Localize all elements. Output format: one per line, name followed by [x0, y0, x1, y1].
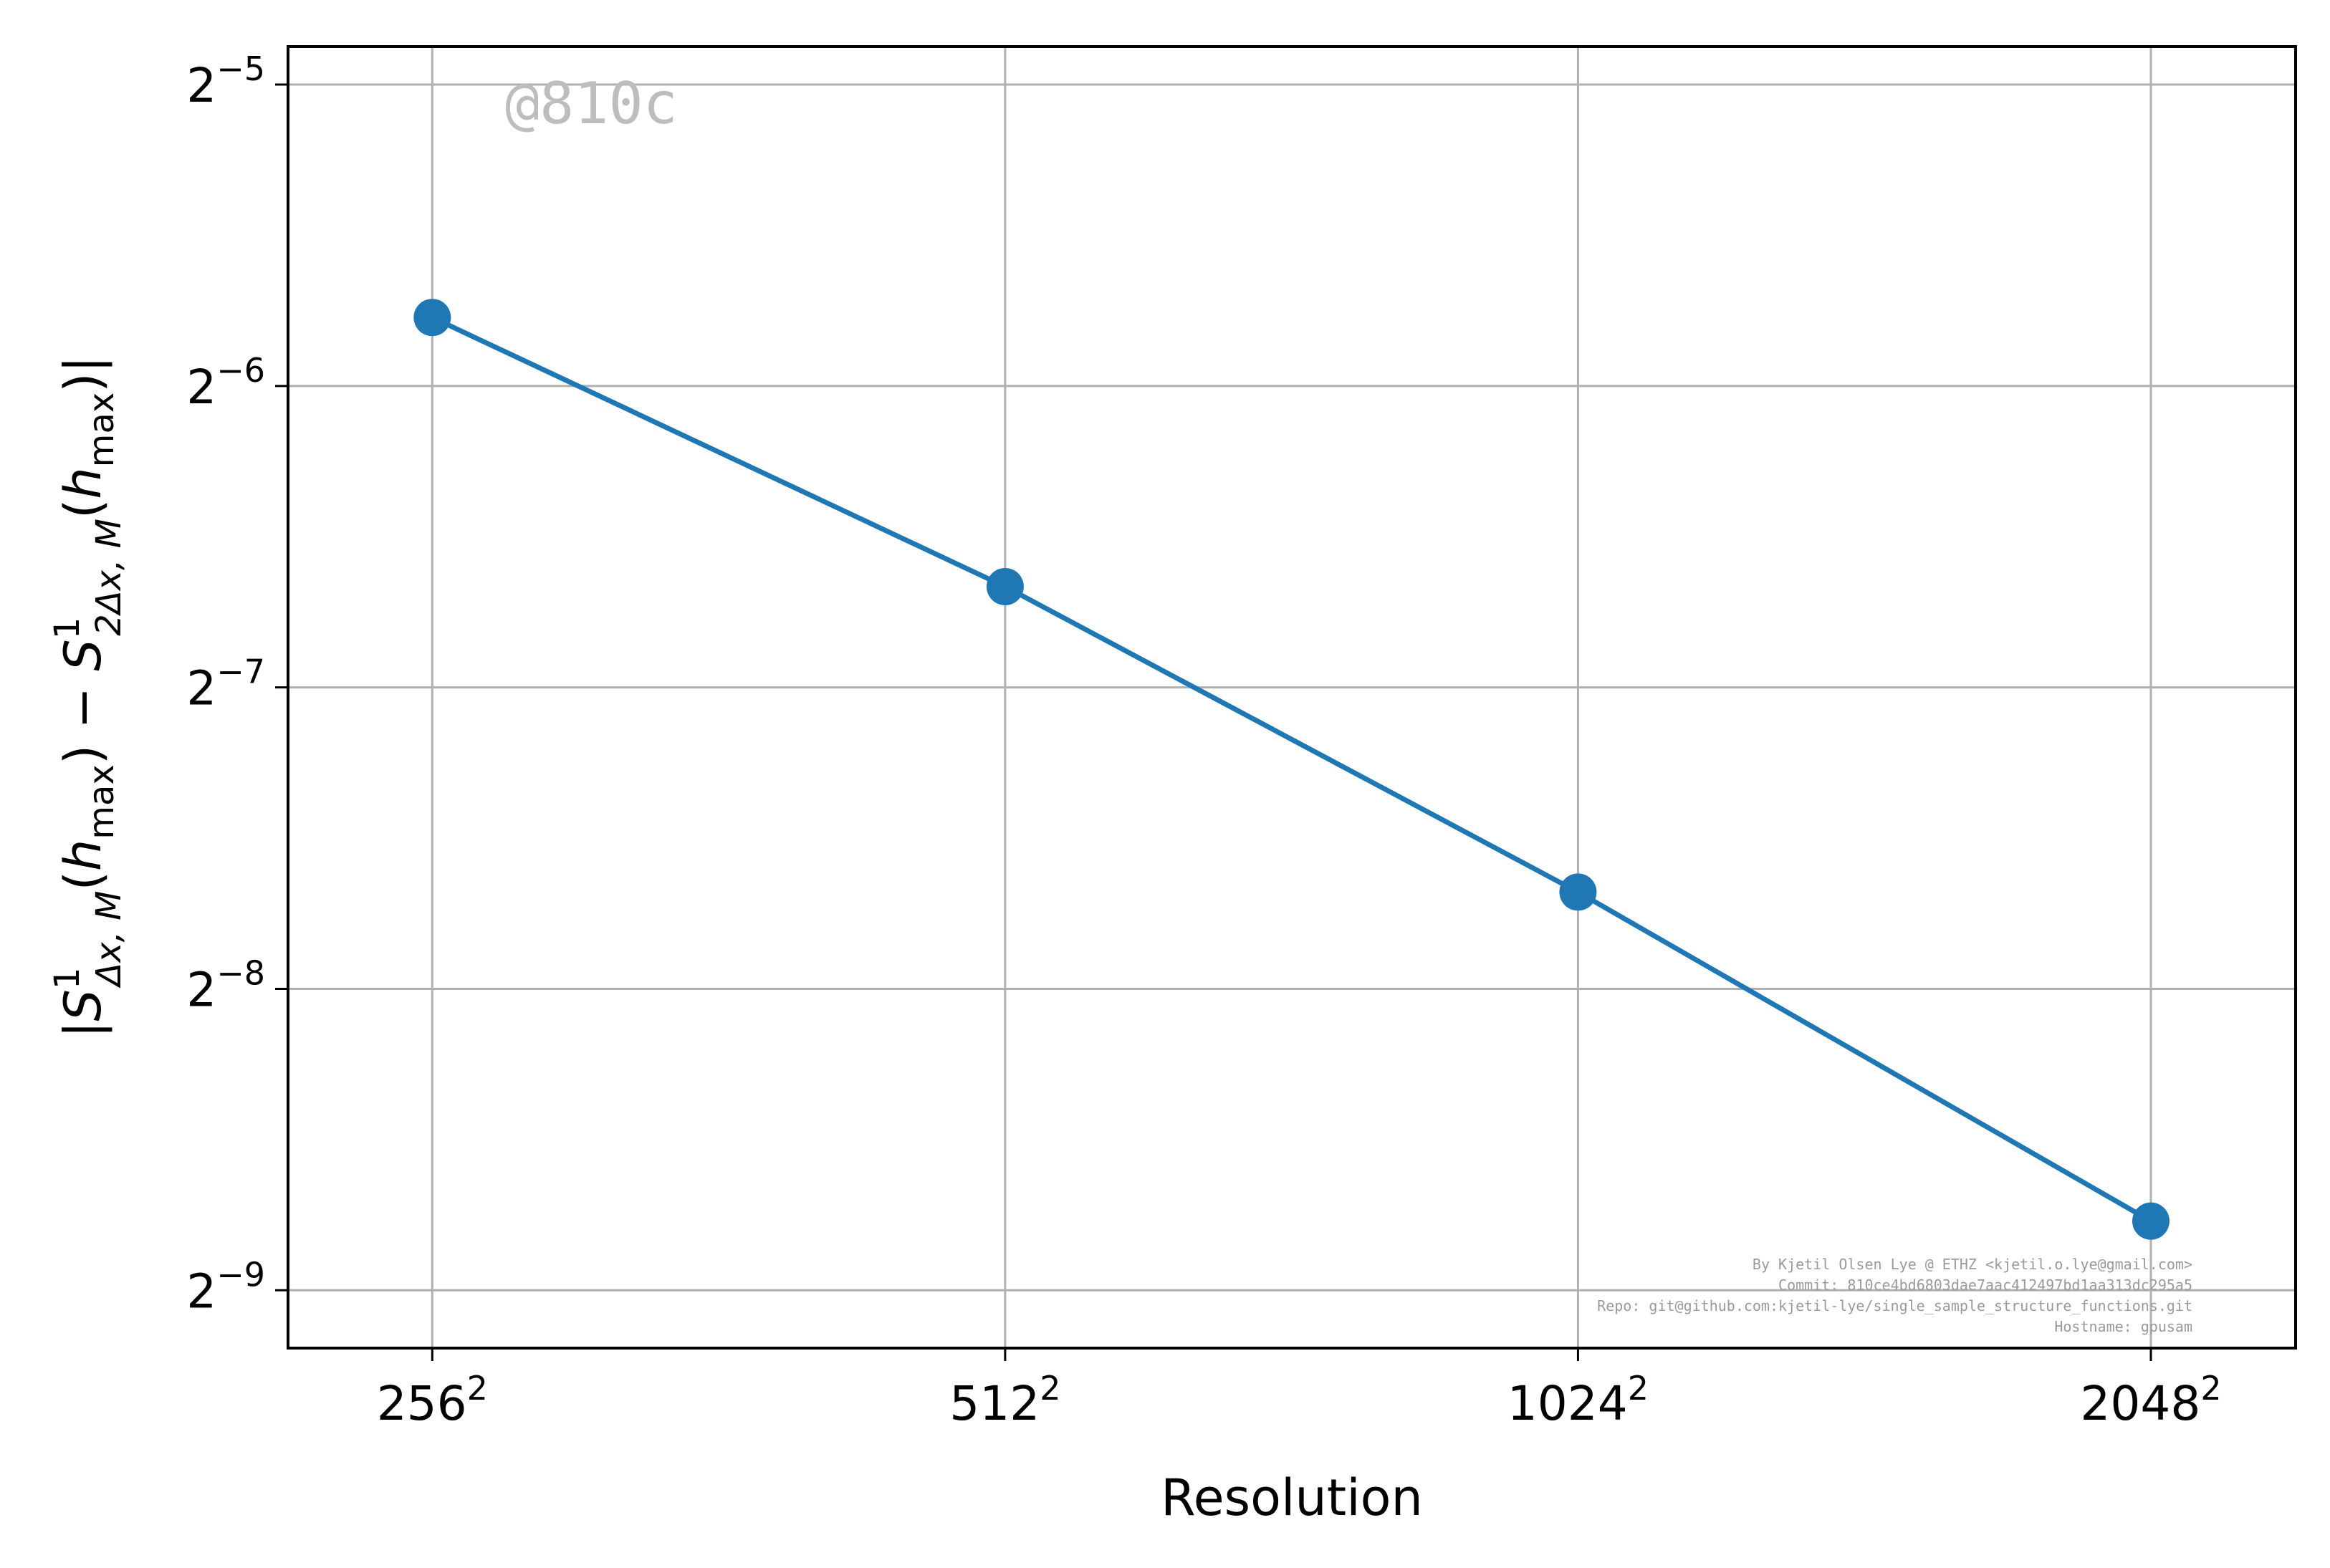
tick-layer: 2562 5122 10242 20482 2−5 2−6 2−7 2−8 2−9 [186, 49, 2221, 1431]
series-layer [413, 299, 2170, 1240]
y-tick-label: 2−7 [186, 653, 265, 716]
data-point [413, 299, 451, 337]
series-line [429, 314, 2154, 1224]
data-point [2132, 1202, 2170, 1240]
y-tick-label: 2−5 [186, 49, 265, 113]
footer-line: By Kjetil Olsen Lye @ ETHZ <kjetil.o.lye… [1753, 1256, 2192, 1273]
x-tick-label: 5122 [949, 1369, 1060, 1431]
footer-line: Commit: 810ce4bd6803dae7aac412497bd1aa31… [1778, 1276, 2192, 1294]
footer-line: Hostname: gpusam [2054, 1318, 2192, 1335]
y-axis-label: |S1Δx, M(hmax) − S12Δx, M(hmax)| [47, 356, 129, 1038]
plot-frame [287, 45, 2297, 1350]
x-tick-label: 10242 [1507, 1369, 1649, 1431]
y-tick-label: 2−6 [186, 351, 265, 415]
watermark: @810c [505, 70, 678, 137]
footer-line: Repo: git@github.com:kjetil-lye/single_s… [1597, 1297, 2192, 1314]
x-axis-label: Resolution [1161, 1468, 1423, 1527]
y-tick-label: 2−8 [186, 953, 265, 1017]
x-tick-label: 20482 [2080, 1369, 2221, 1431]
x-tick-label: 2562 [377, 1369, 488, 1431]
data-point [986, 567, 1024, 605]
y-tick-label: 2−9 [186, 1255, 265, 1319]
grid-lines [288, 47, 2296, 1348]
footer: By Kjetil Olsen Lye @ ETHZ <kjetil.o.lye… [1597, 1256, 2192, 1335]
data-point [1559, 873, 1597, 911]
